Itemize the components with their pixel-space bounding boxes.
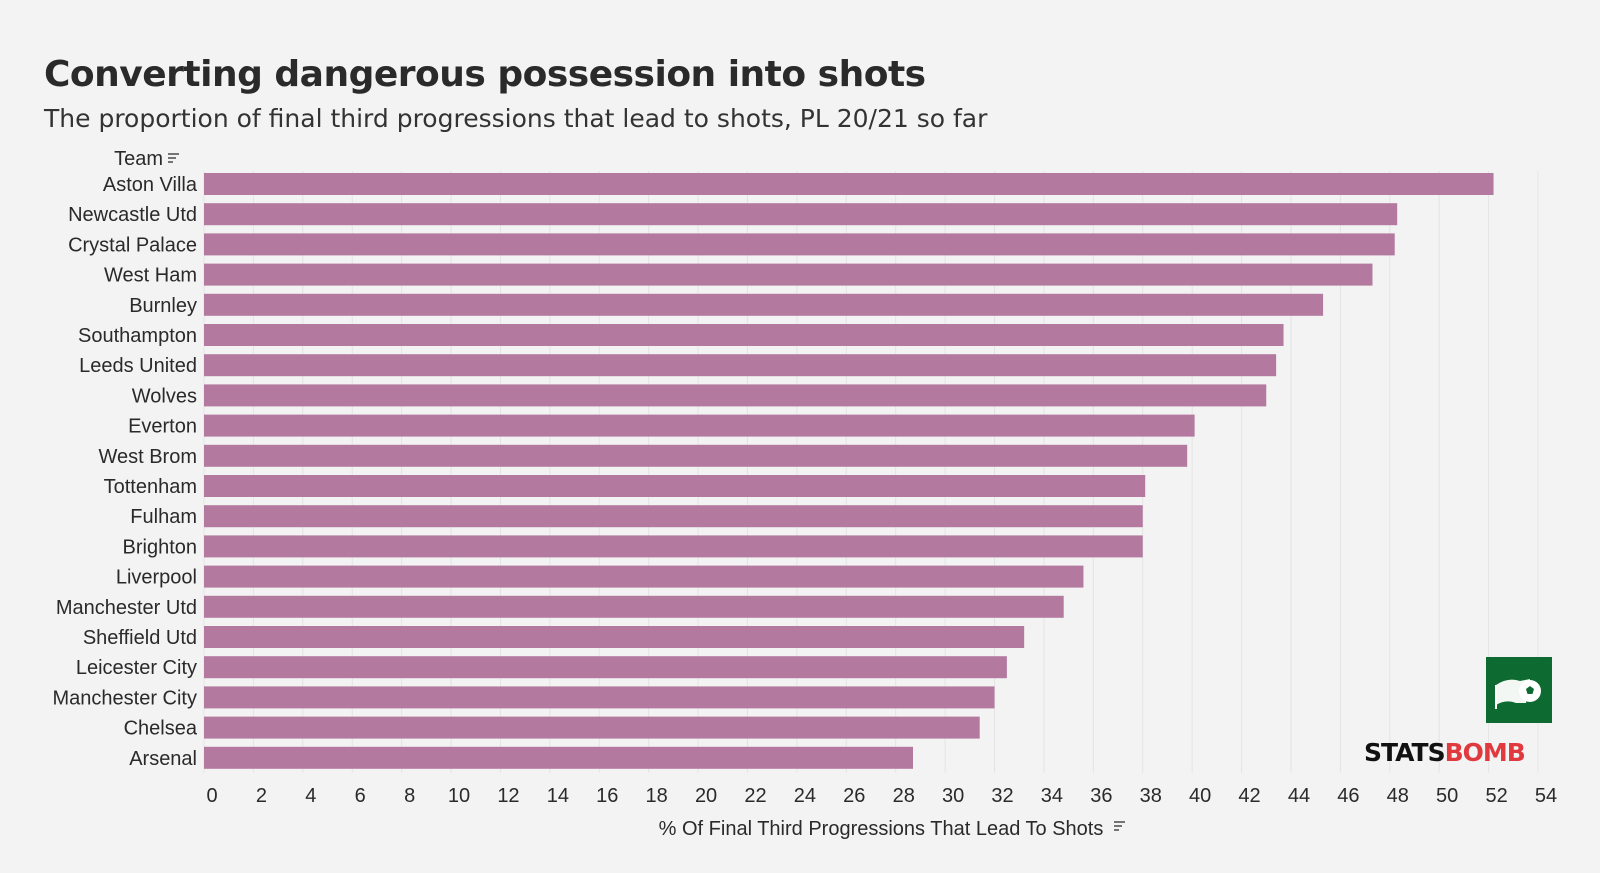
- x-tick-label: 34: [1041, 785, 1063, 807]
- category-label: Newcastle Utd: [68, 204, 197, 226]
- category-label: Chelsea: [124, 718, 198, 740]
- bar[interactable]: [204, 233, 1395, 256]
- x-axis-title[interactable]: % Of Final Third Progressions That Lead …: [659, 818, 1125, 840]
- x-tick-label: 20: [695, 785, 717, 807]
- category-label: Aston Villa: [103, 174, 198, 196]
- x-tick-label: 16: [596, 785, 618, 807]
- category-label: Sheffield Utd: [83, 627, 197, 649]
- x-tick-label: 2: [256, 785, 267, 807]
- bar[interactable]: [204, 414, 1195, 437]
- x-tick-label: 26: [843, 785, 865, 807]
- bar[interactable]: [204, 354, 1277, 377]
- x-tick-label: 4: [305, 785, 316, 807]
- y-axis-header[interactable]: Team: [114, 148, 179, 170]
- bar[interactable]: [204, 173, 1494, 195]
- x-tick-label: 18: [646, 785, 668, 807]
- x-tick-label: 10: [448, 785, 470, 807]
- x-tick-label: 12: [497, 785, 519, 807]
- x-tick-label: 44: [1288, 785, 1310, 807]
- bar[interactable]: [204, 444, 1188, 467]
- category-label: Everton: [128, 416, 197, 438]
- y-axis-header-label: Team: [114, 148, 163, 170]
- category-label: Tottenham: [104, 476, 197, 498]
- bar[interactable]: [204, 716, 980, 739]
- brand-wordmark-part1: STATS: [1364, 738, 1446, 767]
- x-tick-label: 42: [1238, 785, 1260, 807]
- chart-title: Converting dangerous possession into sho…: [44, 54, 926, 95]
- bar[interactable]: [204, 595, 1064, 618]
- bar[interactable]: [204, 656, 1007, 679]
- x-tick-label: 36: [1090, 785, 1112, 807]
- x-tick-label: 48: [1387, 785, 1409, 807]
- bar[interactable]: [204, 746, 913, 769]
- bar[interactable]: [204, 626, 1025, 648]
- x-tick-label: 54: [1535, 785, 1557, 807]
- category-label: Burnley: [129, 295, 197, 317]
- gridlines: [203, 171, 1539, 773]
- x-tick-label: 50: [1436, 785, 1458, 807]
- x-tick-label: 24: [794, 785, 816, 807]
- bar[interactable]: [204, 324, 1284, 346]
- bar[interactable]: [204, 565, 1084, 588]
- x-tick-label: 14: [547, 785, 569, 807]
- sort-icon[interactable]: [1114, 821, 1125, 831]
- bar[interactable]: [204, 263, 1373, 286]
- category-label: Leicester City: [76, 657, 197, 679]
- category-label: Liverpool: [116, 567, 197, 589]
- category-label: Manchester City: [53, 687, 198, 709]
- bar[interactable]: [204, 293, 1324, 316]
- category-label: Manchester Utd: [56, 597, 197, 619]
- x-tick-label: 46: [1337, 785, 1359, 807]
- x-tick-labels: 0 2 4 6 8 10 12 14 16 18 20 22 24 26 28 30 32 34 36 38 40 42 4…: [206, 785, 1557, 807]
- bar[interactable]: [204, 686, 995, 709]
- category-label: Leeds United: [79, 355, 197, 377]
- x-tick-label: 30: [942, 785, 964, 807]
- bar[interactable]: [204, 475, 1146, 497]
- category-label: Fulham: [130, 506, 197, 528]
- category-label: Wolves: [132, 385, 197, 407]
- category-label: Arsenal: [129, 748, 197, 770]
- bar[interactable]: [204, 535, 1143, 558]
- category-labels: Aston Villa Newcastle Utd Crystal Palace We…: [53, 174, 198, 770]
- bar[interactable]: [204, 505, 1143, 528]
- category-label: West Brom: [98, 446, 197, 468]
- chart-subtitle: The proportion of final third progressio…: [44, 104, 988, 133]
- x-tick-label: 32: [991, 785, 1013, 807]
- bars: [204, 173, 1494, 769]
- category-label: Southampton: [78, 325, 197, 347]
- x-tick-label: 28: [893, 785, 915, 807]
- bar[interactable]: [204, 203, 1398, 226]
- category-label: West Ham: [104, 265, 197, 287]
- x-axis-title-label: % Of Final Third Progressions That Lead …: [659, 818, 1104, 840]
- brand-wordmark-part2: BOMB: [1444, 738, 1526, 767]
- x-tick-label: 8: [404, 785, 415, 807]
- x-tick-label: 6: [355, 785, 366, 807]
- x-tick-label: 38: [1140, 785, 1162, 807]
- bar[interactable]: [204, 384, 1267, 407]
- x-tick-label: 0: [206, 785, 217, 807]
- x-tick-label: 40: [1189, 785, 1211, 807]
- category-label: Crystal Palace: [68, 234, 197, 256]
- brand-wordmark: STATSBOMB: [1364, 738, 1526, 767]
- x-tick-label: 22: [744, 785, 766, 807]
- sort-icon[interactable]: [168, 153, 179, 163]
- statsbomb-logo-icon: [1486, 657, 1552, 723]
- x-tick-label: 52: [1485, 785, 1507, 807]
- category-label: Brighton: [123, 536, 198, 558]
